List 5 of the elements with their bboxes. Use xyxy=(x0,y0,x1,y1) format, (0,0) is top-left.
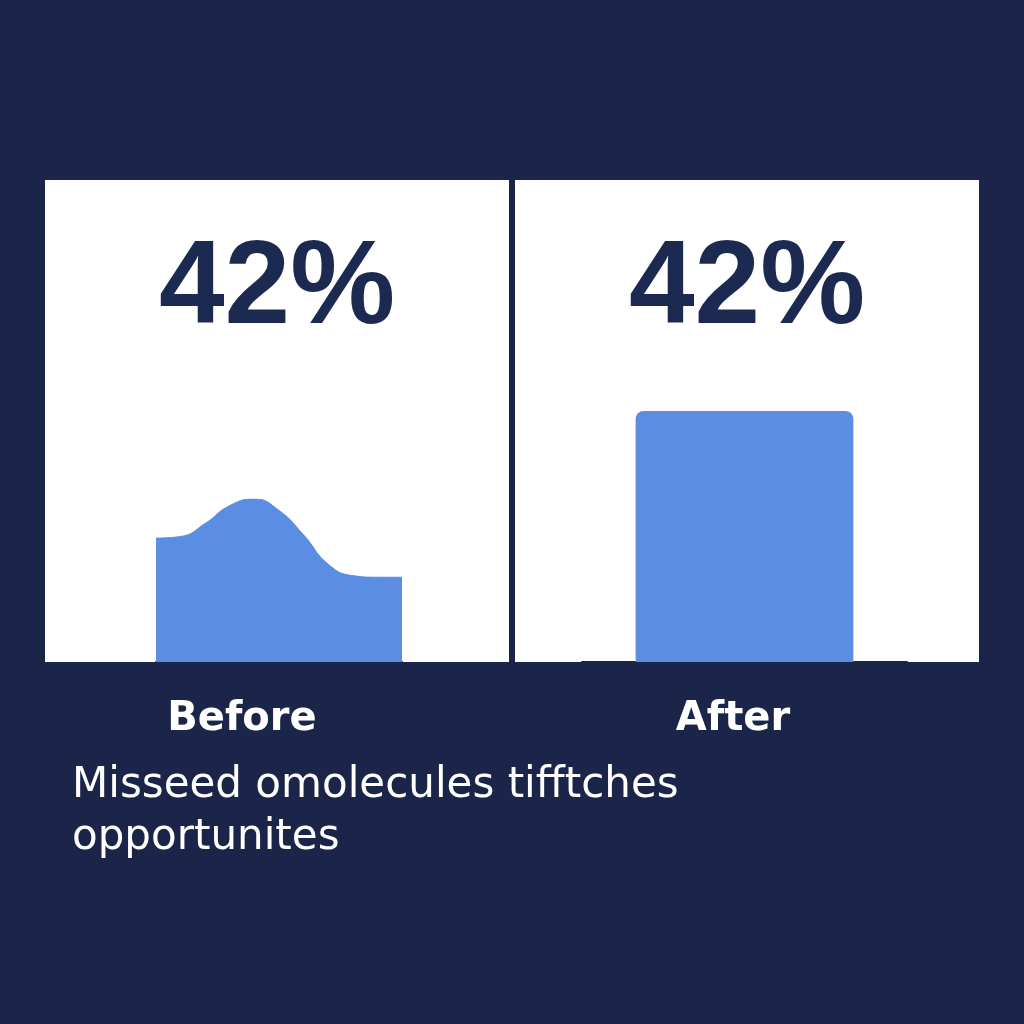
text: Misseed omolecules tifftches opportunites xyxy=(72,757,680,861)
chart-title: 42% xyxy=(158,216,396,348)
x-axis-title: Before xyxy=(167,693,317,739)
x-axis-title: After xyxy=(675,693,791,739)
chart-title: 42% xyxy=(628,216,866,348)
